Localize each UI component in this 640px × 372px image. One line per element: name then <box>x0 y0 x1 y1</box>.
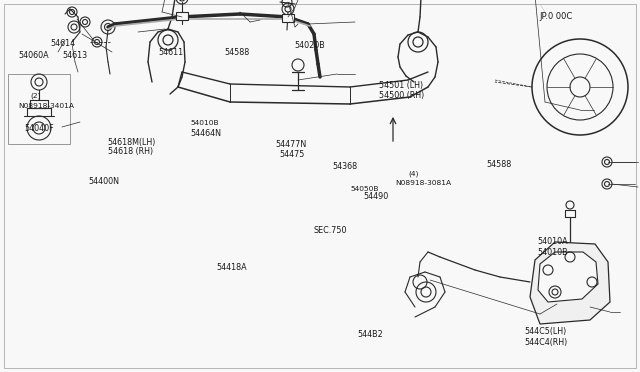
Text: 54368: 54368 <box>333 162 358 171</box>
Text: 54060A: 54060A <box>18 51 49 60</box>
Bar <box>8 74 70 144</box>
Text: JP.0 00C: JP.0 00C <box>539 12 572 21</box>
Text: 54050B: 54050B <box>351 186 380 192</box>
Text: 54500 (RH): 54500 (RH) <box>379 92 424 100</box>
Text: 544C4(RH): 544C4(RH) <box>525 338 568 347</box>
Text: 544C5(LH): 544C5(LH) <box>525 327 567 336</box>
Text: 54588: 54588 <box>224 48 249 57</box>
Text: 544B2: 544B2 <box>357 330 383 339</box>
Text: 54588: 54588 <box>486 160 511 169</box>
Text: 54010B: 54010B <box>191 120 220 126</box>
Text: 54020B: 54020B <box>294 41 325 50</box>
Text: 54477N: 54477N <box>275 140 307 149</box>
Text: 54614: 54614 <box>50 39 75 48</box>
Text: 54618 (RH): 54618 (RH) <box>108 147 153 156</box>
Text: 54501 (LH): 54501 (LH) <box>379 81 423 90</box>
Text: N08918-3401A: N08918-3401A <box>18 103 74 109</box>
Text: N08918-3081A: N08918-3081A <box>396 180 452 186</box>
Text: (4): (4) <box>408 171 419 177</box>
Polygon shape <box>530 242 610 324</box>
Bar <box>282 14 294 22</box>
Bar <box>176 12 188 20</box>
Text: 54618M(LH): 54618M(LH) <box>108 138 156 147</box>
Polygon shape <box>538 252 598 302</box>
Text: 54490: 54490 <box>364 192 388 201</box>
Text: 54611: 54611 <box>159 48 184 57</box>
Text: SEC.750: SEC.750 <box>314 226 347 235</box>
Text: 54613: 54613 <box>63 51 88 60</box>
Text: 54475: 54475 <box>279 150 305 159</box>
Text: 54464N: 54464N <box>191 129 221 138</box>
Text: 54010A: 54010A <box>538 237 568 246</box>
Text: 54400N: 54400N <box>88 177 119 186</box>
Text: 54040F: 54040F <box>24 124 54 133</box>
Text: (2): (2) <box>31 93 42 99</box>
Text: 54418A: 54418A <box>216 263 247 272</box>
Text: 54010B: 54010B <box>538 248 568 257</box>
